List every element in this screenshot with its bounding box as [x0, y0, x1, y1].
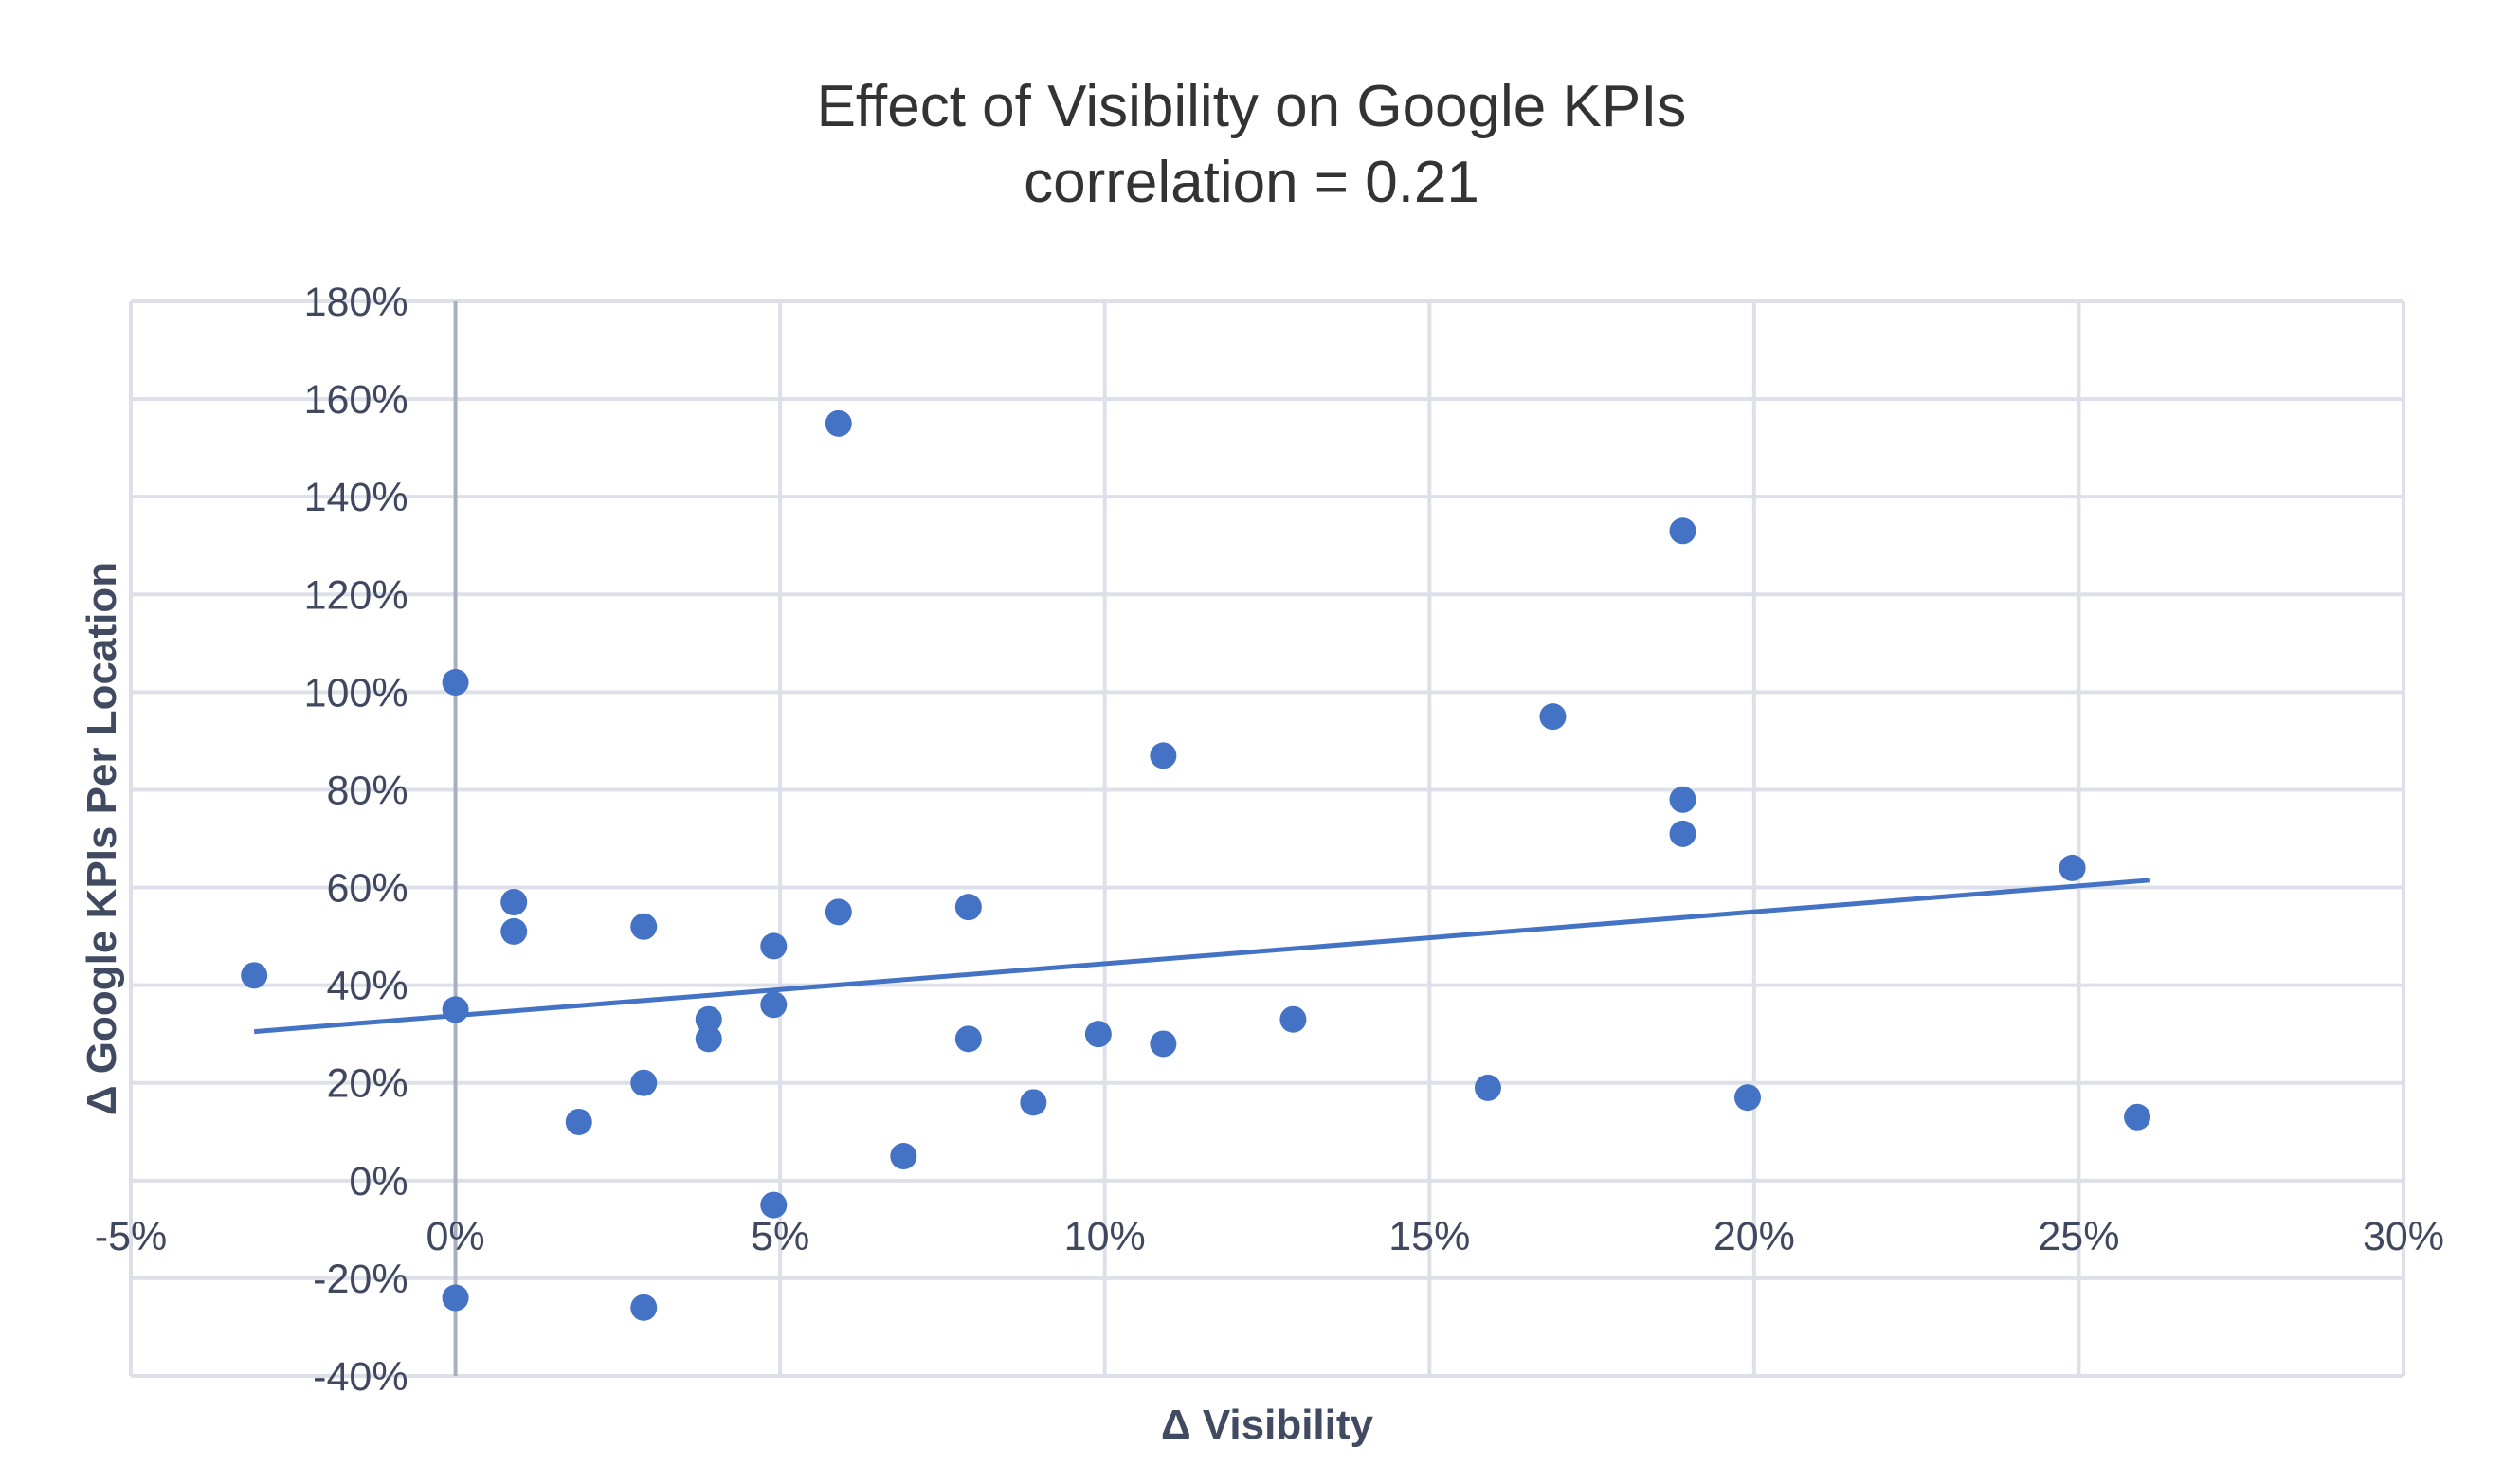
data-point: [1669, 517, 1696, 545]
x-tick-label: 20%: [1714, 1214, 1795, 1259]
chart-title: Effect of Visibility on Google KPIs: [816, 74, 1687, 139]
data-point: [241, 962, 268, 989]
data-point: [565, 1108, 592, 1135]
data-point: [760, 1191, 788, 1219]
x-axis-ticks: -5% 0% 5% 10% 15% 20% 25% 30%: [95, 1214, 2444, 1259]
data-point: [630, 1294, 658, 1321]
data-point: [1539, 703, 1567, 731]
data-point: [695, 1005, 722, 1033]
data-point: [695, 1025, 722, 1053]
data-point: [1150, 742, 1177, 769]
data-points: [241, 409, 2151, 1321]
y-tick-label: 0%: [349, 1159, 408, 1204]
data-point: [1279, 1005, 1307, 1033]
data-point: [1669, 820, 1696, 847]
data-point: [825, 409, 852, 437]
grid-lines: [129, 299, 2405, 1378]
trendline: [253, 878, 2150, 1035]
data-point: [2059, 854, 2086, 881]
data-point: [954, 894, 982, 921]
data-point: [630, 1069, 658, 1096]
y-tick-label: 120%: [304, 572, 408, 618]
data-point: [2124, 1103, 2151, 1131]
y-tick-label: 140%: [304, 475, 408, 520]
y-tick-label: -20%: [313, 1257, 408, 1302]
y-tick-label: 160%: [304, 377, 408, 423]
y-tick-label: 20%: [326, 1061, 408, 1107]
data-point: [500, 917, 528, 945]
x-axis-label: Δ Visibility: [1161, 1402, 1374, 1448]
data-point: [442, 669, 469, 697]
x-tick-label: 0%: [426, 1214, 484, 1259]
x-tick-label: 15%: [1388, 1214, 1470, 1259]
data-point: [1734, 1084, 1762, 1112]
x-tick-label: 5%: [751, 1214, 809, 1259]
data-point: [1474, 1074, 1501, 1101]
data-point: [825, 898, 852, 926]
x-tick-label: 30%: [2363, 1214, 2444, 1259]
y-tick-label: 40%: [326, 964, 408, 1009]
data-point: [760, 991, 788, 1019]
y-axis-ticks: -40% -20% 0% 20% 40% 60% 80% 100% 120% 140% 160% 18…: [304, 280, 408, 1400]
data-point: [500, 889, 528, 916]
y-tick-label: 60%: [326, 866, 408, 912]
data-point: [630, 913, 658, 940]
data-point: [1084, 1021, 1112, 1048]
y-tick-label: -40%: [313, 1354, 408, 1400]
data-point: [442, 1284, 469, 1312]
data-point: [442, 996, 469, 1023]
data-point: [1150, 1030, 1177, 1058]
data-point: [954, 1025, 982, 1053]
y-tick-label: 180%: [304, 280, 408, 325]
trendline-group: [253, 878, 2150, 1035]
data-point: [760, 932, 788, 960]
x-tick-label: 10%: [1064, 1214, 1146, 1259]
x-tick-label: -5%: [95, 1214, 167, 1259]
data-point: [1669, 786, 1696, 813]
y-tick-label: 80%: [326, 768, 408, 813]
data-point: [890, 1143, 917, 1170]
y-tick-label: 100%: [304, 670, 408, 715]
chart-subtitle: correlation = 0.21: [1024, 150, 1479, 215]
data-point: [1020, 1089, 1047, 1116]
y-axis-label: Δ Google KPIs Per Location: [79, 562, 125, 1115]
x-tick-label: 25%: [2038, 1214, 2119, 1259]
